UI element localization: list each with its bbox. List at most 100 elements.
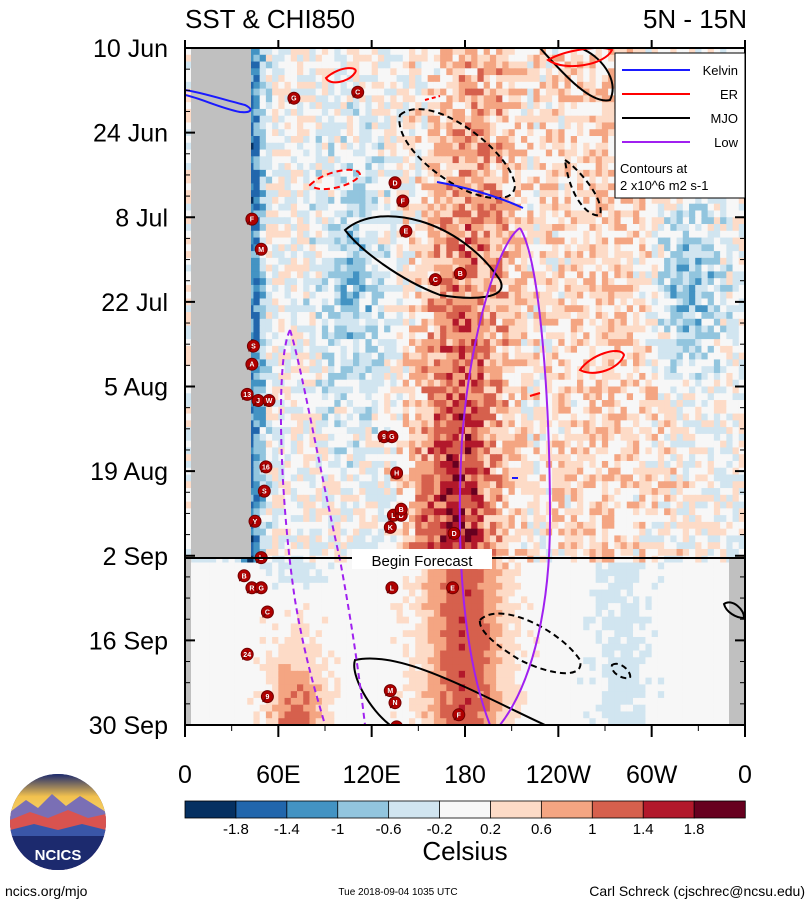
heatmap-cell <box>458 291 466 300</box>
heatmap-cell <box>608 196 615 205</box>
heatmap-cell <box>558 95 566 103</box>
heatmap-cell <box>384 393 391 401</box>
heatmap-cell <box>421 61 429 69</box>
heatmap-cell <box>365 339 373 347</box>
heatmap-cell <box>521 217 528 225</box>
heatmap-cell <box>421 366 429 374</box>
heatmap-cell <box>527 393 535 401</box>
heatmap-cell <box>421 318 429 327</box>
heatmap-cell <box>452 115 460 124</box>
heatmap-cell <box>458 359 466 367</box>
heatmap-cell <box>321 291 329 300</box>
heatmap-cell <box>527 169 535 178</box>
heatmap-cell <box>577 48 584 56</box>
heatmap-cell <box>359 284 367 293</box>
heatmap-cell <box>452 190 460 198</box>
heatmap-cell <box>265 298 273 306</box>
heatmap-cell <box>328 210 335 218</box>
heatmap-cell <box>514 413 522 421</box>
heatmap-cell <box>371 156 379 164</box>
heatmap-cell <box>458 339 466 347</box>
heatmap-cell <box>377 284 385 293</box>
heatmap-cell <box>701 217 709 225</box>
heatmap-cell <box>415 156 423 164</box>
heatmap-cell <box>558 372 566 381</box>
heatmap-cell <box>315 81 323 90</box>
heatmap-cell <box>440 305 447 313</box>
heatmap-cell <box>657 210 665 218</box>
heatmap-cell <box>670 264 678 273</box>
heatmap-cell <box>483 142 491 151</box>
heatmap-cell <box>514 305 522 313</box>
heatmap-cell <box>639 413 647 421</box>
heatmap-cell <box>365 359 373 367</box>
heatmap-cell <box>471 352 479 361</box>
heatmap-cell <box>396 210 404 218</box>
heatmap-cell <box>502 129 510 137</box>
heatmap-cell <box>265 122 273 130</box>
heatmap-cell <box>421 278 429 286</box>
heatmap-cell <box>483 108 491 117</box>
heatmap-cell <box>402 325 410 333</box>
heatmap-cell <box>738 237 745 245</box>
heatmap-cell <box>415 400 423 408</box>
heatmap-cell <box>726 372 734 381</box>
heatmap-cell <box>409 406 416 415</box>
heatmap-cell <box>651 352 659 361</box>
heatmap-cell <box>265 257 273 266</box>
heatmap-cell <box>328 393 335 401</box>
heatmap-cell <box>433 257 441 266</box>
heatmap-cell <box>539 115 547 124</box>
heatmap-cell <box>365 386 373 394</box>
heatmap-cell <box>359 61 367 69</box>
heatmap-cell <box>713 413 721 421</box>
heatmap-cell <box>440 271 447 279</box>
heatmap-cell <box>377 95 385 103</box>
heatmap-cell <box>365 264 373 273</box>
heatmap-cell <box>433 413 441 421</box>
heatmap-cell <box>321 81 329 90</box>
heatmap-cell <box>514 210 522 218</box>
heatmap-cell <box>446 393 454 401</box>
heatmap-cell <box>390 406 398 415</box>
heatmap-cell <box>328 142 335 151</box>
heatmap-cell <box>309 291 317 300</box>
heatmap-cell <box>682 325 690 333</box>
heatmap-cell <box>185 217 192 225</box>
heatmap-cell <box>664 264 671 273</box>
heatmap-cell <box>409 372 416 381</box>
heatmap-cell <box>589 129 597 137</box>
heatmap-cell <box>465 142 472 151</box>
heatmap-cell <box>670 386 678 394</box>
heatmap-cell <box>290 183 298 191</box>
heatmap-cell <box>321 325 329 333</box>
heatmap-cell <box>315 366 323 374</box>
heatmap-cell <box>639 332 647 340</box>
heatmap-cell <box>346 183 354 191</box>
heatmap-cell <box>651 386 659 394</box>
heatmap-cell <box>651 244 659 252</box>
heatmap-cell <box>365 149 373 157</box>
heatmap-cell <box>483 136 491 144</box>
heatmap-cell <box>396 413 404 421</box>
heatmap-cell <box>446 210 454 218</box>
heatmap-cell <box>396 406 404 415</box>
heatmap-cell <box>514 142 522 151</box>
heatmap-cell <box>465 196 472 205</box>
heatmap-cell <box>253 54 261 63</box>
heatmap-cell <box>309 339 317 347</box>
heatmap-cell <box>670 332 678 340</box>
heatmap-cell <box>297 237 304 245</box>
heatmap-cell <box>608 156 615 164</box>
heatmap-cell <box>477 339 485 347</box>
heatmap-cell <box>508 332 516 340</box>
heatmap-cell <box>620 251 628 259</box>
heatmap-cell <box>433 312 441 320</box>
heatmap-cell <box>353 291 360 300</box>
heatmap-cell <box>552 264 559 273</box>
heatmap-cell <box>502 156 510 164</box>
heatmap-cell <box>440 257 447 266</box>
heatmap-cell <box>502 264 510 273</box>
heatmap-cell <box>278 102 286 110</box>
heatmap-cell <box>539 305 547 313</box>
